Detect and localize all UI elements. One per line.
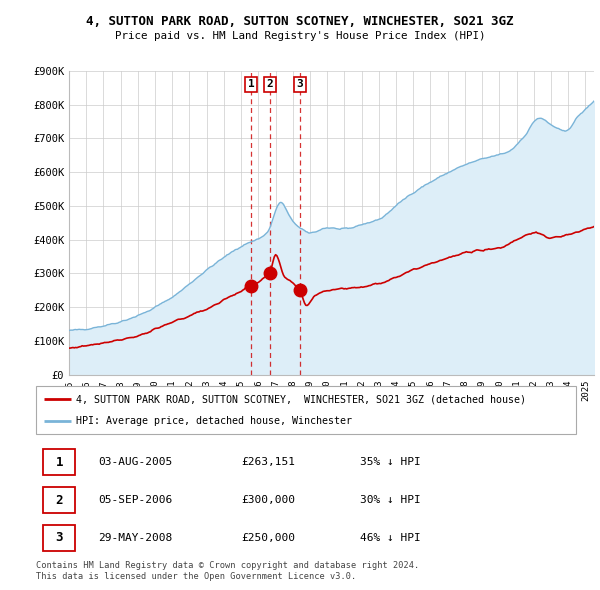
Text: This data is licensed under the Open Government Licence v3.0.: This data is licensed under the Open Gov… [36, 572, 356, 581]
Text: 4, SUTTON PARK ROAD, SUTTON SCOTNEY, WINCHESTER, SO21 3GZ: 4, SUTTON PARK ROAD, SUTTON SCOTNEY, WIN… [86, 15, 514, 28]
Text: 4, SUTTON PARK ROAD, SUTTON SCOTNEY,  WINCHESTER, SO21 3GZ (detached house): 4, SUTTON PARK ROAD, SUTTON SCOTNEY, WIN… [77, 394, 527, 404]
Text: 05-SEP-2006: 05-SEP-2006 [98, 495, 172, 505]
FancyBboxPatch shape [43, 525, 76, 550]
Text: £250,000: £250,000 [241, 533, 295, 543]
Text: 3: 3 [296, 79, 303, 89]
Text: 35% ↓ HPI: 35% ↓ HPI [360, 457, 421, 467]
Text: 46% ↓ HPI: 46% ↓ HPI [360, 533, 421, 543]
Text: £263,151: £263,151 [241, 457, 295, 467]
Text: £300,000: £300,000 [241, 495, 295, 505]
Text: HPI: Average price, detached house, Winchester: HPI: Average price, detached house, Winc… [77, 416, 353, 426]
Text: Contains HM Land Registry data © Crown copyright and database right 2024.: Contains HM Land Registry data © Crown c… [36, 560, 419, 569]
FancyBboxPatch shape [36, 386, 576, 434]
Text: 29-MAY-2008: 29-MAY-2008 [98, 533, 172, 543]
FancyBboxPatch shape [43, 487, 76, 513]
Text: 3: 3 [55, 532, 63, 545]
Text: 30% ↓ HPI: 30% ↓ HPI [360, 495, 421, 505]
Text: 1: 1 [55, 455, 63, 468]
Text: 2: 2 [55, 493, 63, 507]
Text: 1: 1 [248, 79, 254, 89]
Text: 2: 2 [266, 79, 273, 89]
Text: 03-AUG-2005: 03-AUG-2005 [98, 457, 172, 467]
FancyBboxPatch shape [43, 450, 76, 475]
Text: Price paid vs. HM Land Registry's House Price Index (HPI): Price paid vs. HM Land Registry's House … [115, 31, 485, 41]
